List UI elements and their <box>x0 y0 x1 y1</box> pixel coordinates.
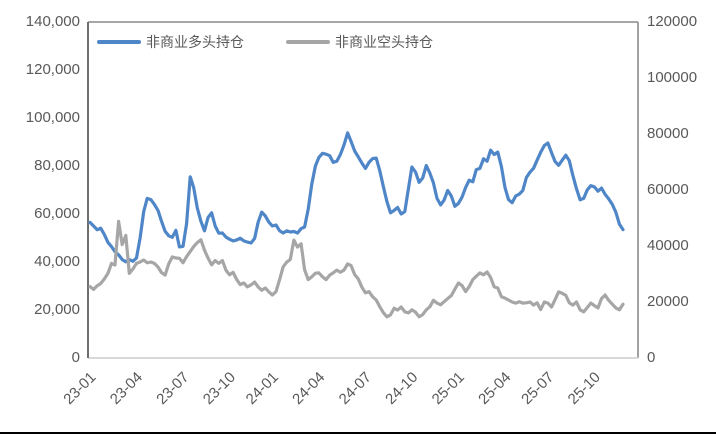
right-axis-tick-label: 120000 <box>647 13 698 30</box>
left-axis-tick-label: 140,000 <box>25 13 80 30</box>
left-axis-tick-label: 40,000 <box>34 253 80 270</box>
x-axis-tick-label: 23-04 <box>107 369 146 408</box>
x-axis-labels: 23-01 23-04 23-07 23-10 24-01 24-04 24-07 24-10… <box>60 369 604 408</box>
document-bottom-border <box>0 432 716 434</box>
legend-line-swatch-short <box>286 40 330 44</box>
legend-item-noncommercial-short[interactable]: 非商业空头持仓 <box>286 32 433 52</box>
x-axis-tick-label: 25-07 <box>518 369 557 408</box>
left-axis-tick-label: 20,000 <box>34 301 80 318</box>
left-axis-tick-label: 80,000 <box>34 157 80 174</box>
left-axis-tick-label: 120,000 <box>25 61 80 78</box>
x-axis-tick-label: 25-01 <box>429 369 468 408</box>
left-axis-tick-label: 0 <box>71 349 80 366</box>
legend-line-swatch-long <box>97 40 141 44</box>
legend-label-noncommercial-short: 非商业空头持仓 <box>335 34 433 50</box>
x-axis-tick-label: 23-01 <box>60 369 99 408</box>
plot-frame <box>87 21 639 359</box>
legend-item-noncommercial-long[interactable]: 非商业多头持仓 <box>97 32 244 52</box>
right-axis-tick-label: 80000 <box>647 125 689 142</box>
x-axis-tick-label: 24-04 <box>289 369 328 408</box>
x-axis-tick-label: 25-04 <box>475 369 514 408</box>
x-axis-tick-label: 23-07 <box>153 369 192 408</box>
x-axis-tick-label: 24-01 <box>243 369 282 408</box>
series-line-noncommercial-short <box>88 219 625 319</box>
series-line-noncommercial-long <box>88 131 625 264</box>
chart-legend: 非商业多头持仓 非商业空头持仓 <box>97 32 433 52</box>
right-axis-tick-label: 20000 <box>647 293 689 310</box>
right-axis-tick-label: 60000 <box>647 181 689 198</box>
right-axis-tick-label: 0 <box>647 349 656 366</box>
legend-label-noncommercial-long: 非商业多头持仓 <box>146 34 244 50</box>
right-axis-tick-label: 100000 <box>647 69 698 86</box>
x-axis-tick-label: 24-10 <box>382 369 421 408</box>
x-axis-tick-label: 24-07 <box>336 369 375 408</box>
left-axis-tick-label: 100,000 <box>25 109 80 126</box>
left-axis-tick-label: 60,000 <box>34 205 80 222</box>
right-axis-tick-label: 40000 <box>647 237 689 254</box>
x-axis-tick-label: 23-10 <box>200 369 239 408</box>
series-lines <box>88 131 625 319</box>
x-axis-tick-label: 25-10 <box>565 369 604 408</box>
